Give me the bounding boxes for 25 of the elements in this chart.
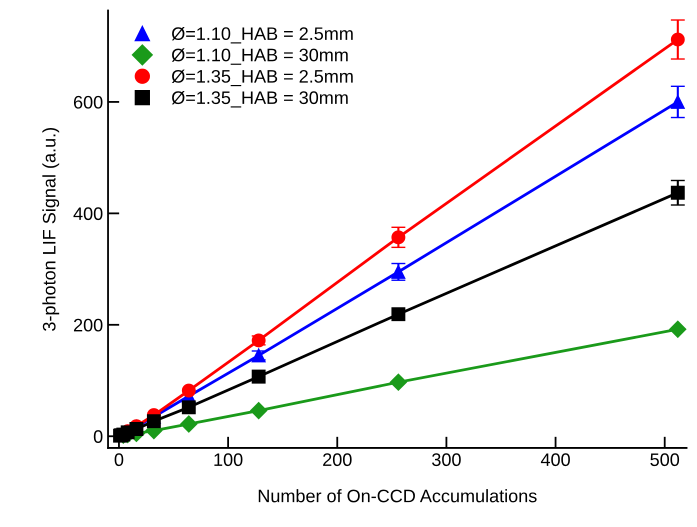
point bbox=[146, 414, 161, 428]
y-tick-label: 200 bbox=[74, 318, 102, 332]
point bbox=[252, 370, 266, 384]
x-tick-label: 400 bbox=[540, 453, 570, 466]
point bbox=[182, 400, 196, 414]
point bbox=[250, 402, 268, 420]
y-tick-label: 400 bbox=[73, 207, 102, 220]
legend-label: Ø=1.10_HAB = 2.5mm bbox=[172, 26, 353, 44]
x-tick-label: 100 bbox=[214, 453, 242, 466]
y-axis-title: 3-photon LIF Signal (a.u.) bbox=[42, 128, 60, 331]
legend-label: Ø=1.35_HAB = 2.5mm bbox=[172, 70, 353, 86]
point bbox=[391, 307, 406, 322]
point bbox=[180, 415, 198, 433]
x-tick-label: 200 bbox=[323, 453, 352, 466]
point bbox=[182, 384, 196, 398]
point bbox=[390, 374, 407, 391]
legend-label: Ø=1.35_HAB = 30mm bbox=[172, 90, 348, 108]
x-axis-title: Number of On-CCD Accumulations bbox=[258, 489, 537, 502]
legend-label: Ø=1.10_HAB = 30mm bbox=[172, 48, 348, 65]
x-tick-label: 0 bbox=[114, 453, 124, 466]
x-tick-label: 300 bbox=[432, 453, 461, 466]
y-tick-label: 600 bbox=[74, 96, 102, 109]
x-tick-label: 500 bbox=[650, 453, 680, 466]
y-tick-label: 0 bbox=[94, 430, 102, 443]
point bbox=[669, 320, 686, 338]
